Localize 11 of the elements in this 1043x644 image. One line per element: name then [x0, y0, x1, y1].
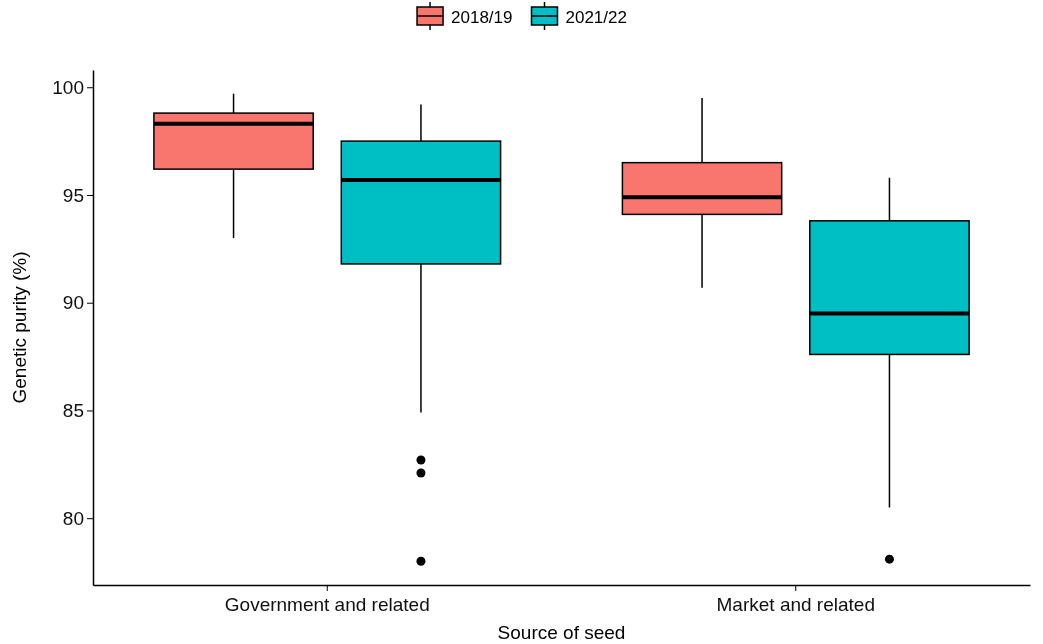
- legend-label: 2021/22: [565, 8, 627, 27]
- y-tick-label: 80: [62, 507, 84, 529]
- y-tick-label: 85: [62, 400, 84, 422]
- y-tick-label: 100: [52, 76, 84, 98]
- x-tick-label: Government and related: [224, 594, 430, 616]
- y-tick-label: 95: [62, 184, 84, 206]
- x-axis-title: Source of seed: [497, 622, 626, 643]
- legend-label: 2018/19: [451, 8, 513, 27]
- y-tick-label: 90: [62, 292, 84, 314]
- x-tick-label: Market and related: [716, 594, 875, 616]
- y-axis-title: Genetic purity (%): [9, 251, 30, 404]
